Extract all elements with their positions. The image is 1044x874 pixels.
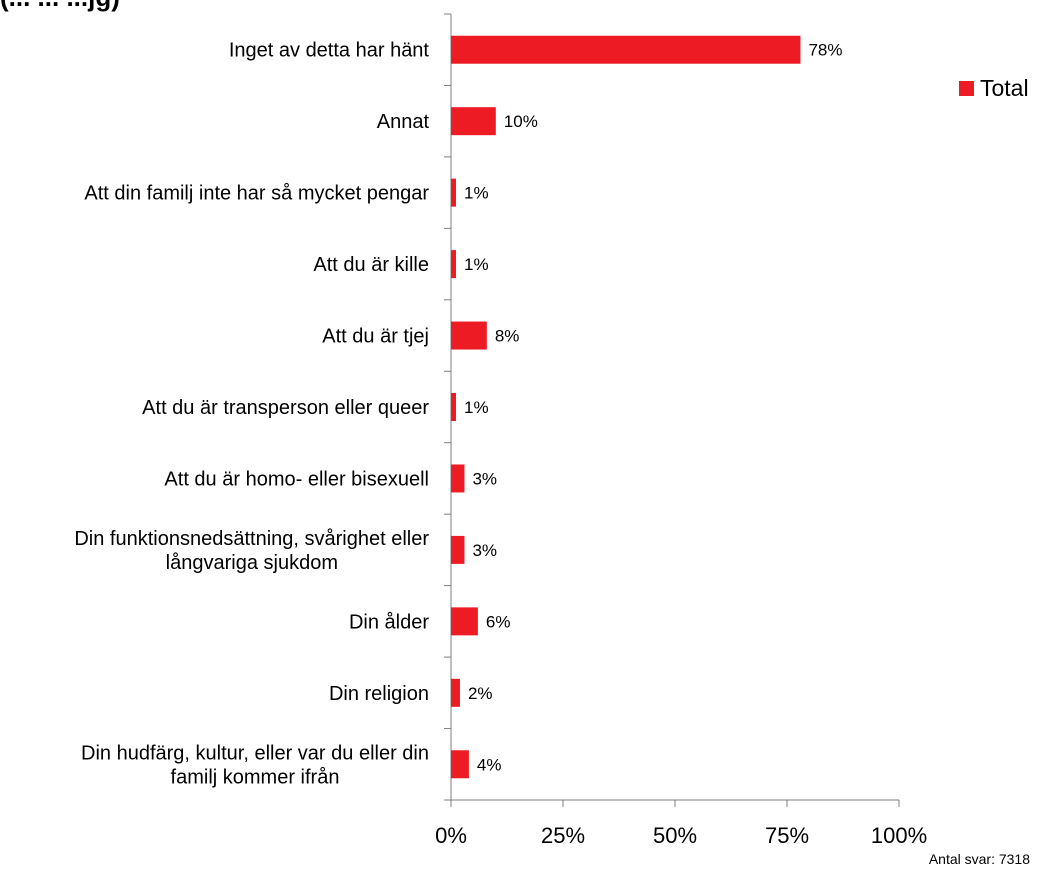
x-tick-label: 75% <box>765 823 809 848</box>
data-label: 4% <box>477 755 502 774</box>
bar <box>451 464 465 493</box>
bar <box>451 178 456 207</box>
x-tick-label: 0% <box>435 823 467 848</box>
category-label: familj kommer ifrån <box>171 766 340 788</box>
response-count-footnote: Antal svar: 7318 <box>929 851 1030 867</box>
legend: Total <box>959 75 1029 101</box>
data-label: 1% <box>464 184 489 203</box>
category-label: Inget av detta har hänt <box>229 40 430 62</box>
x-tick-label: 25% <box>541 823 585 848</box>
x-tick-label: 50% <box>653 823 697 848</box>
category-label: Annat <box>377 111 430 133</box>
bar-layer: 78% 10% 1% 1% 8% 1% 3% 3% 6% 2% 4% <box>451 35 842 779</box>
bar <box>451 535 465 564</box>
category-label: Din ålder <box>349 611 429 633</box>
category-label: Att du är kille <box>313 254 429 276</box>
data-label: 6% <box>486 612 511 631</box>
data-label: 10% <box>504 112 538 131</box>
legend-swatch <box>959 81 974 96</box>
bar <box>451 250 456 279</box>
bar <box>451 393 456 421</box>
data-label: 1% <box>464 398 489 417</box>
data-label: 1% <box>464 255 489 274</box>
legend-label: Total <box>980 75 1029 101</box>
data-label: 78% <box>808 41 842 60</box>
category-label: Att din familj inte har så mycket pengar <box>84 183 429 205</box>
bar <box>451 607 478 636</box>
category-label-layer: Inget av detta har hänt Annat Att din fami… <box>74 40 429 789</box>
data-label: 3% <box>472 469 497 488</box>
category-label: långvariga sjukdom <box>166 552 338 574</box>
category-label: Din religion <box>329 683 429 705</box>
category-label: Att du är tjej <box>322 326 429 348</box>
bar <box>451 750 469 779</box>
category-label: Din hudfärg, kultur, eller var du eller … <box>81 742 429 764</box>
chart-title-partial: (... ... ...jg) <box>0 0 120 12</box>
bar <box>451 678 460 707</box>
bar <box>451 321 487 350</box>
x-tick-label: 100% <box>871 823 927 848</box>
category-label: Att du är homo- eller bisexuell <box>164 468 429 490</box>
data-label: 3% <box>472 541 497 560</box>
axis-layer: 0% 25% 50% 75% 100% <box>435 13 927 848</box>
category-label: Din funktionsnedsättning, svårighet elle… <box>74 528 429 550</box>
data-label: 8% <box>495 327 520 346</box>
bar <box>451 35 801 64</box>
category-label: Att du är transperson eller queer <box>142 397 429 419</box>
data-label: 2% <box>468 684 493 703</box>
bar <box>451 107 496 136</box>
